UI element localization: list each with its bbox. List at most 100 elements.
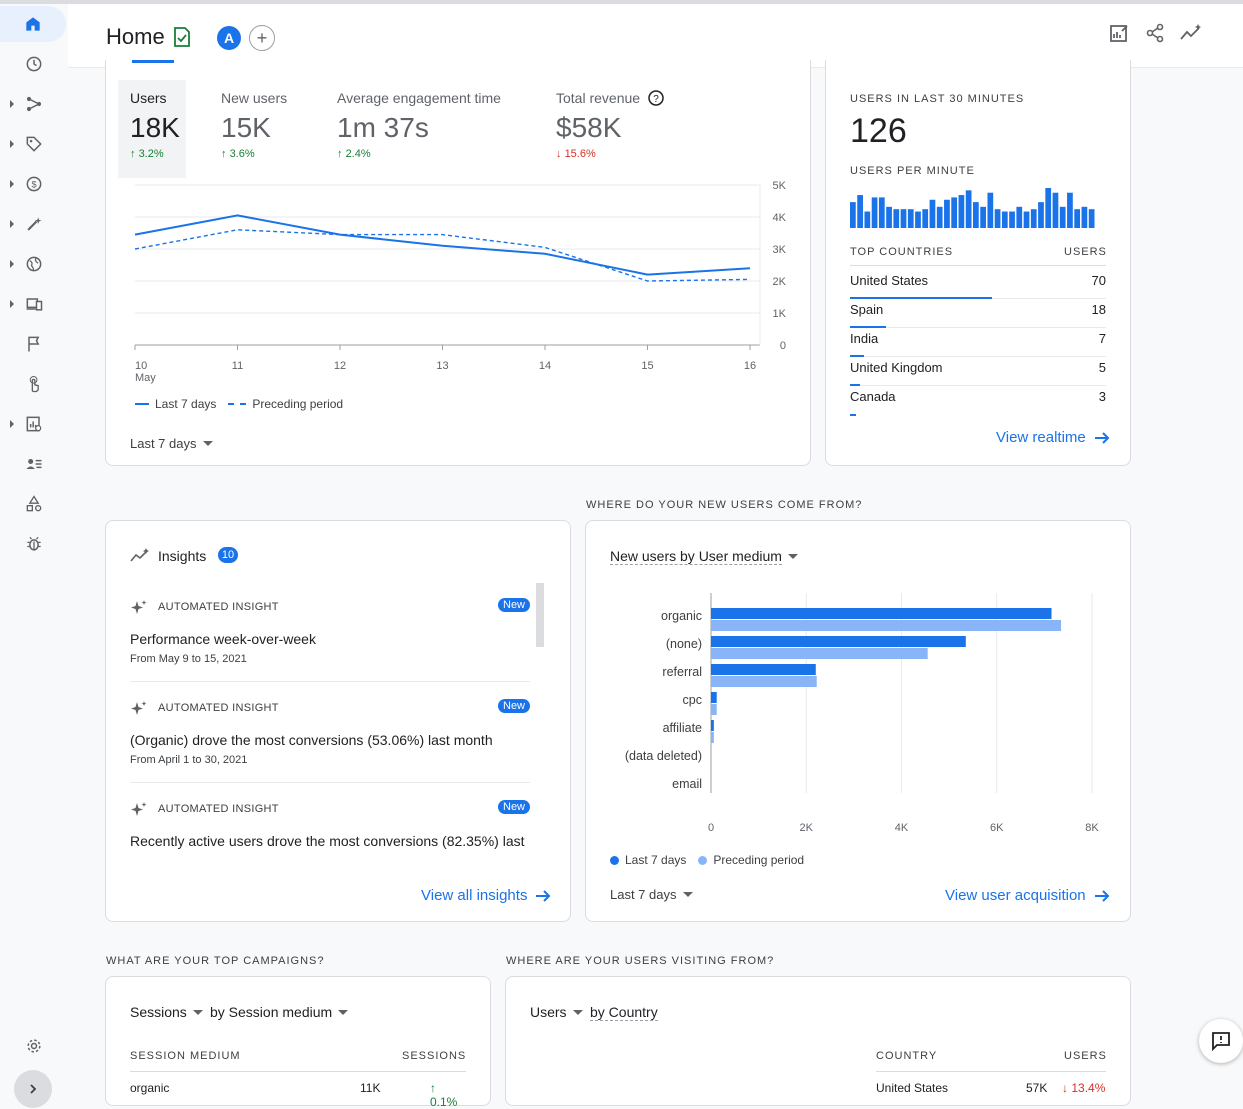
table-divider xyxy=(130,1071,466,1072)
sidebar-item-events[interactable] xyxy=(0,326,68,362)
globe-icon xyxy=(26,256,42,272)
sidebar-item-configure[interactable] xyxy=(0,486,68,522)
customize-report-button[interactable] xyxy=(1107,21,1131,45)
sidebar-item-tech[interactable] xyxy=(0,286,68,322)
country-row[interactable]: United States 70 xyxy=(850,270,1106,299)
minute-bar xyxy=(1088,209,1095,228)
x-month-label: May xyxy=(135,372,156,384)
expand-sidebar-button[interactable] xyxy=(14,1070,52,1108)
sidebar-item-monetization[interactable]: $ xyxy=(0,166,68,202)
insights-trend-icon xyxy=(130,548,149,562)
view-user-acquisition-link[interactable]: View user acquisition xyxy=(945,887,1110,904)
country-row[interactable]: United Kingdom 5 xyxy=(850,357,1106,386)
x-tick-label: 12 xyxy=(334,360,346,372)
minute-bar xyxy=(1081,206,1088,228)
sidebar-item-acquisition[interactable] xyxy=(0,86,68,122)
sidebar-item-engagement[interactable] xyxy=(0,126,68,162)
country-row[interactable]: Spain 18 xyxy=(850,299,1106,328)
x-tick-label: 8K xyxy=(1085,822,1099,834)
sidebar-item-reports-snapshot[interactable] xyxy=(0,46,68,82)
metric-users[interactable]: Users 18K ↑ 3.2% xyxy=(130,90,180,160)
view-all-insights-link[interactable]: View all insights xyxy=(421,887,551,904)
legend-dot-previous xyxy=(698,855,708,865)
view-realtime-link[interactable]: View realtime xyxy=(996,429,1110,446)
bug-icon xyxy=(27,536,41,551)
category-label: cpc xyxy=(683,693,702,707)
selected-metric-bg xyxy=(118,80,186,178)
category-label: affiliate xyxy=(663,721,702,735)
col-header-session-medium: SESSION MEDIUM xyxy=(130,1050,241,1062)
acquisition-range-dropdown[interactable]: Last 7 days xyxy=(610,887,693,902)
shapes-icon xyxy=(26,495,42,512)
minute-bar xyxy=(1052,192,1059,228)
bar-current xyxy=(711,636,966,647)
sidebar-item-admin[interactable] xyxy=(0,1028,68,1064)
visiting-dimension-dropdown[interactable]: by Country xyxy=(590,1004,658,1021)
visiting-metric-dropdown[interactable]: Users xyxy=(530,1004,583,1020)
share-icon xyxy=(1146,23,1164,43)
country-row[interactable]: Canada 3 xyxy=(850,386,1106,416)
x-tick-label: 13 xyxy=(436,360,448,372)
realtime-card: USERS IN LAST 30 MINUTES 126 USERS PER M… xyxy=(825,60,1131,466)
sidebar-item-conversions[interactable] xyxy=(0,366,68,402)
minute-bar xyxy=(936,206,943,228)
minute-bar xyxy=(1009,211,1015,228)
minute-bar xyxy=(973,202,979,228)
dropdown-arrow-icon xyxy=(682,892,693,897)
country-row[interactable]: India 7 xyxy=(850,328,1106,357)
bar-previous xyxy=(711,676,817,687)
sidebar-item-explore[interactable] xyxy=(0,406,68,442)
overview-range-dropdown[interactable]: Last 7 days xyxy=(130,436,213,451)
sidebar-item-home[interactable] xyxy=(0,6,66,42)
sidebar-item-audiences[interactable] xyxy=(0,446,68,482)
bar-current xyxy=(711,720,714,731)
insights-button[interactable] xyxy=(1179,21,1203,45)
new-users-bar-chart: 0 2K 4K 6K 8K organic (none) referral cpc affilia… xyxy=(625,593,1099,834)
add-comparison-button[interactable]: + xyxy=(249,25,275,51)
verified-doc-icon xyxy=(174,27,190,47)
magic-wand-icon xyxy=(27,217,42,231)
feedback-button[interactable] xyxy=(1199,1019,1243,1063)
minute-bar xyxy=(1045,188,1052,228)
sidebar-item-debugview[interactable] xyxy=(0,526,68,562)
sparkle-icon xyxy=(131,701,147,715)
clock-icon xyxy=(26,56,42,72)
minute-bar xyxy=(1074,209,1081,228)
new-badge: New xyxy=(498,800,531,814)
sparkle-icon xyxy=(131,802,147,816)
metric-total-revenue[interactable]: Total revenue ? $58K ↓ 15.6% xyxy=(556,90,664,160)
campaigns-dimension-dropdown[interactable]: by Session medium xyxy=(210,1004,349,1020)
dropdown-arrow-icon xyxy=(787,554,798,559)
person-list-icon xyxy=(26,459,42,469)
acquisition-section-title: WHERE DO YOUR NEW USERS COME FROM? xyxy=(586,499,863,511)
category-label: organic xyxy=(661,609,702,623)
insights-trend-icon xyxy=(1180,24,1201,40)
campaigns-card: Sessions by Session medium SESSION MEDIU… xyxy=(105,976,491,1109)
help-icon[interactable]: ? xyxy=(648,90,664,106)
edit-chart-icon xyxy=(1110,25,1128,42)
comparison-avatar[interactable]: A xyxy=(217,26,241,50)
metric-engagement-time[interactable]: Average engagement time 1m 37s ↑ 2.4% xyxy=(337,90,501,160)
category-label: email xyxy=(672,777,702,791)
dropdown-arrow-icon xyxy=(192,1009,203,1015)
minute-bar xyxy=(1059,206,1066,228)
scrollbar-thumb[interactable] xyxy=(536,583,544,647)
dollar-icon: $ xyxy=(26,176,42,192)
x-tick-label: 11 xyxy=(232,360,243,372)
metric-new-users[interactable]: New users 15K ↑ 3.6% xyxy=(221,90,288,160)
acquisition-selector-dropdown[interactable]: New users by User medium xyxy=(610,548,798,565)
campaigns-metric-dropdown[interactable]: Sessions xyxy=(130,1004,203,1020)
users-per-minute-chart xyxy=(850,188,1095,228)
campaigns-section-title: WHAT ARE YOUR TOP CAMPAIGNS? xyxy=(106,955,325,967)
share-button[interactable] xyxy=(1143,21,1167,45)
insights-title: Insights xyxy=(158,548,207,564)
minute-bar xyxy=(922,209,929,228)
series-line-current xyxy=(134,214,751,276)
arrow-right-icon xyxy=(536,889,551,902)
y-tick-label: 4K xyxy=(773,212,787,224)
sidebar-item-demographics[interactable] xyxy=(0,246,68,282)
minute-bar xyxy=(929,199,936,228)
sidebar-item-retention[interactable] xyxy=(0,206,68,242)
x-tick-label: 15 xyxy=(641,360,653,372)
bar-previous xyxy=(711,732,714,743)
